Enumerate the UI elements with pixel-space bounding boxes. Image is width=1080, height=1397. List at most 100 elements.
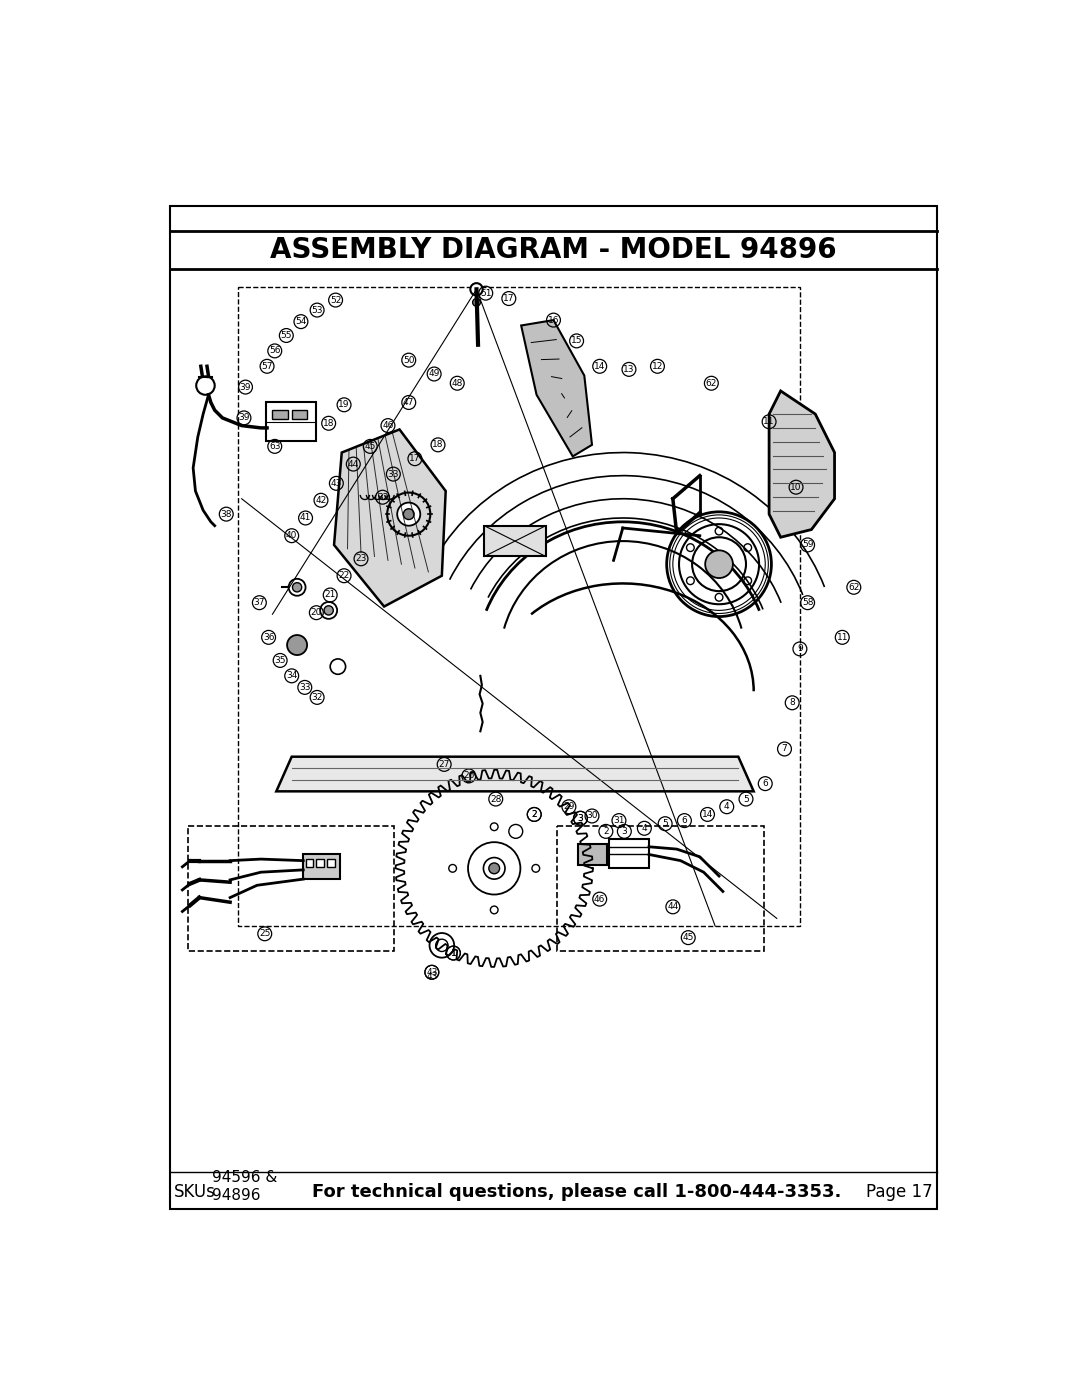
Text: 35: 35 bbox=[274, 657, 286, 665]
Bar bbox=[306, 859, 313, 866]
Text: 51: 51 bbox=[480, 289, 491, 298]
Text: 54: 54 bbox=[295, 317, 307, 326]
Text: 5: 5 bbox=[662, 819, 669, 828]
Text: 52: 52 bbox=[329, 296, 341, 305]
Text: 2: 2 bbox=[531, 810, 537, 819]
Text: 44: 44 bbox=[348, 460, 359, 468]
Text: 21: 21 bbox=[324, 591, 336, 599]
Text: 49: 49 bbox=[429, 369, 440, 379]
Text: 22: 22 bbox=[338, 571, 350, 580]
Text: 46: 46 bbox=[382, 420, 393, 430]
Bar bbox=[327, 859, 335, 866]
Text: 39: 39 bbox=[239, 414, 249, 422]
Bar bbox=[292, 411, 307, 419]
Text: 48: 48 bbox=[451, 379, 463, 388]
Text: 59: 59 bbox=[801, 541, 813, 549]
Bar bbox=[272, 411, 288, 419]
Text: 32: 32 bbox=[377, 493, 388, 502]
Text: 43: 43 bbox=[330, 479, 342, 488]
Text: 6: 6 bbox=[681, 816, 687, 826]
Text: 40: 40 bbox=[286, 531, 297, 541]
Text: 8: 8 bbox=[789, 698, 795, 707]
Text: 23: 23 bbox=[355, 555, 367, 563]
Text: 94596 &
94896: 94596 & 94896 bbox=[213, 1171, 278, 1203]
Text: 28: 28 bbox=[490, 795, 501, 803]
Text: 11: 11 bbox=[764, 418, 774, 426]
Text: 57: 57 bbox=[261, 362, 273, 370]
Bar bbox=[557, 826, 764, 951]
Text: 10: 10 bbox=[791, 483, 801, 492]
Text: 17: 17 bbox=[409, 454, 420, 464]
Text: 33: 33 bbox=[388, 469, 400, 479]
Text: 41: 41 bbox=[300, 514, 311, 522]
Bar bbox=[188, 826, 394, 951]
Polygon shape bbox=[522, 320, 592, 457]
Text: 18: 18 bbox=[323, 419, 335, 427]
Text: 42: 42 bbox=[315, 496, 326, 504]
Text: 45: 45 bbox=[683, 933, 694, 942]
Text: 13: 13 bbox=[623, 365, 635, 374]
Circle shape bbox=[470, 284, 483, 295]
Text: 36: 36 bbox=[262, 633, 274, 641]
Text: 7: 7 bbox=[782, 745, 787, 753]
Text: 3: 3 bbox=[578, 814, 583, 823]
Text: 62: 62 bbox=[705, 379, 717, 388]
Bar bbox=[303, 855, 340, 879]
Text: For technical questions, please call 1-800-444-3353.: For technical questions, please call 1-8… bbox=[312, 1183, 841, 1201]
Text: 37: 37 bbox=[254, 598, 265, 608]
Text: 45: 45 bbox=[365, 441, 376, 451]
Text: 5: 5 bbox=[743, 795, 748, 803]
Text: 58: 58 bbox=[801, 598, 813, 608]
Polygon shape bbox=[334, 429, 446, 606]
Text: 1: 1 bbox=[450, 949, 456, 957]
Text: 25: 25 bbox=[259, 929, 270, 939]
Text: 44: 44 bbox=[667, 902, 678, 911]
Text: 31: 31 bbox=[613, 816, 624, 826]
Text: 62: 62 bbox=[848, 583, 860, 592]
Text: 3: 3 bbox=[578, 814, 583, 823]
Polygon shape bbox=[276, 757, 754, 791]
Text: ASSEMBLY DIAGRAM - MODEL 94896: ASSEMBLY DIAGRAM - MODEL 94896 bbox=[270, 236, 837, 264]
Text: 27: 27 bbox=[438, 760, 450, 768]
Text: 19: 19 bbox=[338, 401, 350, 409]
Text: 15: 15 bbox=[571, 337, 582, 345]
Text: 6: 6 bbox=[762, 780, 768, 788]
Text: 47: 47 bbox=[403, 398, 415, 407]
Text: 17: 17 bbox=[503, 293, 514, 303]
Text: 9: 9 bbox=[797, 644, 802, 654]
Bar bbox=[609, 840, 649, 869]
Text: 43: 43 bbox=[427, 968, 437, 977]
Circle shape bbox=[293, 583, 301, 592]
Bar bbox=[316, 859, 324, 866]
Text: 32: 32 bbox=[311, 693, 323, 701]
Circle shape bbox=[397, 503, 420, 525]
Bar bbox=[484, 525, 545, 556]
Text: 63: 63 bbox=[269, 441, 281, 451]
Text: 4: 4 bbox=[642, 824, 647, 833]
Text: 3: 3 bbox=[621, 827, 627, 835]
Text: 50: 50 bbox=[403, 356, 415, 365]
Text: 38: 38 bbox=[220, 510, 232, 518]
Text: 29: 29 bbox=[563, 802, 575, 812]
Text: 56: 56 bbox=[269, 346, 281, 355]
Text: 43: 43 bbox=[427, 972, 437, 981]
Text: 11: 11 bbox=[837, 633, 848, 641]
Circle shape bbox=[489, 863, 500, 873]
Text: SKUs: SKUs bbox=[174, 1183, 216, 1201]
Circle shape bbox=[197, 376, 215, 395]
Bar bbox=[238, 286, 800, 926]
Text: 2: 2 bbox=[531, 810, 537, 819]
Text: 39: 39 bbox=[240, 383, 252, 391]
Circle shape bbox=[705, 550, 733, 578]
Text: 53: 53 bbox=[311, 306, 323, 314]
Text: 46: 46 bbox=[594, 894, 606, 904]
Text: 2: 2 bbox=[603, 827, 609, 835]
Circle shape bbox=[324, 606, 334, 615]
Text: 14: 14 bbox=[594, 362, 606, 370]
Circle shape bbox=[287, 636, 307, 655]
Text: 30: 30 bbox=[586, 812, 597, 820]
Text: 16: 16 bbox=[548, 316, 559, 324]
Text: 12: 12 bbox=[651, 362, 663, 370]
Text: 1: 1 bbox=[450, 949, 456, 957]
Text: Page 17: Page 17 bbox=[866, 1183, 933, 1201]
